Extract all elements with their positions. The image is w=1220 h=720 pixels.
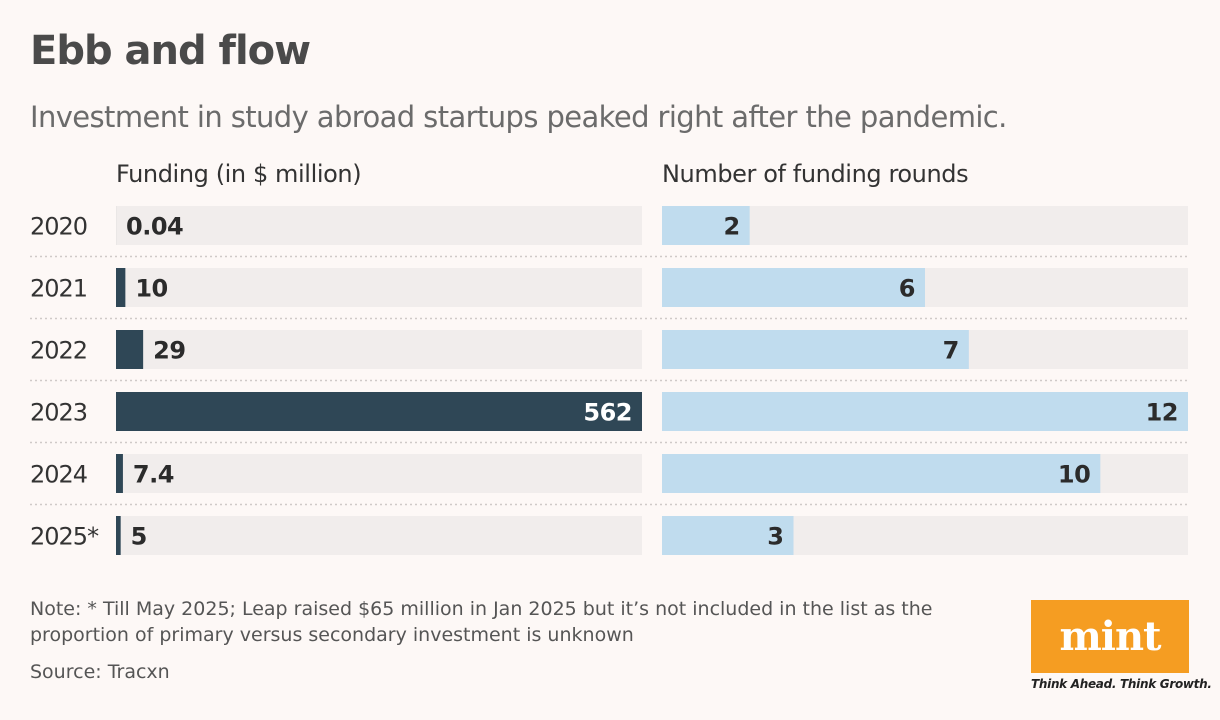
funding-track-2022	[116, 330, 642, 369]
rounds-bar-2020	[662, 206, 750, 245]
year-label-2021: 2021	[30, 275, 87, 303]
year-label-2024: 2024	[30, 461, 87, 489]
funding-value-label-2025: 5	[131, 523, 147, 551]
year-label-2020: 2020	[30, 213, 87, 241]
rounds-value-label-2024: 10	[1058, 461, 1090, 489]
rounds-bar-2024	[662, 454, 1101, 493]
bar-chart: 2020 0.04 2 2021 10 6 2022 29 7 2023 562 12 2024 7.4 1…	[30, 206, 1188, 555]
rounds-bar-2025	[662, 516, 794, 555]
funding-value-label-2024: 7.4	[133, 461, 174, 489]
funding-panel-title: Funding (in $ million)	[116, 160, 362, 188]
funding-value-label-2021: 10	[135, 275, 167, 303]
funding-bar-2021	[116, 268, 126, 307]
logo-tagline: Think Ahead. Think Growth.	[1031, 677, 1212, 691]
funding-track-2024	[116, 454, 642, 493]
funding-track-2021	[116, 268, 642, 307]
funding-bar-2022	[116, 330, 144, 369]
rounds-panel-title: Number of funding rounds	[662, 160, 969, 188]
funding-track-2020	[116, 206, 642, 245]
funding-bar-2025	[116, 516, 121, 555]
funding-bar-2023	[116, 392, 642, 431]
rounds-bar-2023	[662, 392, 1188, 431]
rounds-value-label-2023: 12	[1146, 399, 1178, 427]
funding-value-label-2023: 562	[583, 399, 632, 427]
funding-bar-2024	[116, 454, 123, 493]
funding-value-label-2020: 0.04	[126, 213, 183, 241]
rounds-value-label-2021: 6	[899, 275, 915, 303]
chart-source: Source: Tracxn	[30, 661, 170, 683]
year-label-2025: 2025*	[30, 523, 99, 551]
rounds-bar-2021	[662, 268, 925, 307]
rounds-value-label-2025: 3	[767, 523, 783, 551]
rounds-value-label-2020: 2	[723, 213, 739, 241]
chart-subtitle: Investment in study abroad startups peak…	[30, 100, 1007, 134]
year-label-2022: 2022	[30, 337, 87, 365]
year-label-2023: 2023	[30, 399, 87, 427]
rounds-value-label-2022: 7	[943, 337, 959, 365]
chart-title: Ebb and flow	[30, 28, 311, 74]
mint-logo: mint	[1031, 600, 1189, 673]
funding-value-label-2022: 29	[153, 337, 185, 365]
funding-track-2025	[116, 516, 642, 555]
logo-wordmark: mint	[1059, 613, 1161, 660]
chart-note: Note: * Till May 2025; Leap raised $65 m…	[30, 598, 933, 646]
rounds-bar-2022	[662, 330, 969, 369]
